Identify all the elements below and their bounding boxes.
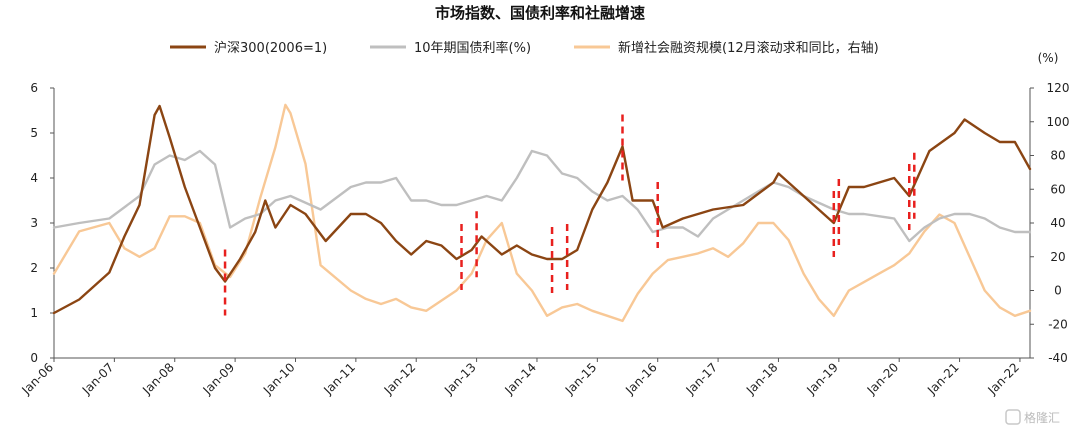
- legend-item-tsf: 新增社会融资规模(12月滚动求和同比，右轴): [574, 40, 879, 56]
- legend-item-hs300: 沪深300(2006=1): [170, 40, 327, 56]
- legend-label-tsf: 新增社会融资规模(12月滚动求和同比，右轴): [618, 40, 879, 56]
- watermark: 格隆汇: [1005, 409, 1060, 425]
- series-line-1: [52, 149, 1032, 243]
- chart-title: 市场指数、国债利率和社融增速: [435, 4, 645, 22]
- x-tick-label: Jan-10: [260, 360, 298, 398]
- legend: 沪深300(2006=1) 10年期国债利率(%) 新增社会融资规模(12月滚动…: [170, 40, 879, 56]
- left-axis: 0 1 2 3 4 5 6: [30, 81, 55, 365]
- right-axis-unit: (%): [1038, 51, 1059, 65]
- legend-label-hs300: 沪深300(2006=1): [214, 40, 327, 56]
- x-tick-label: Jan-06: [19, 360, 57, 398]
- series-line-0: [52, 104, 1032, 315]
- watermark-logo-icon: [1005, 409, 1021, 425]
- right-tick-label: 0: [1054, 284, 1062, 298]
- right-tick-label: 20: [1050, 250, 1065, 264]
- x-tick-label: Jan-08: [139, 360, 177, 398]
- right-tick-label: 80: [1050, 149, 1065, 163]
- left-tick-label: 3: [30, 216, 38, 230]
- left-tick-label: 4: [30, 171, 38, 185]
- x-axis: Jan-06 Jan-07 Jan-08 Jan-09 Jan-10 Jan-11 Jan-…: [19, 357, 1030, 398]
- right-tick-label: 60: [1050, 182, 1065, 196]
- x-tick-label: Jan-20: [864, 360, 902, 398]
- x-tick-label: Jan-16: [622, 360, 660, 398]
- legend-label-bond: 10年期国债利率(%): [414, 40, 531, 56]
- x-tick-label: Jan-12: [381, 360, 419, 398]
- left-tick-label: 0: [30, 351, 38, 365]
- left-tick-label: 1: [30, 306, 38, 320]
- left-tick-label: 5: [30, 126, 38, 140]
- legend-item-bond: 10年期国债利率(%): [370, 40, 531, 56]
- x-tick-label: Jan-13: [441, 360, 479, 398]
- x-tick-label: Jan-21: [924, 360, 962, 398]
- event-markers: [223, 114, 916, 316]
- x-tick-label: Jan-14: [502, 360, 540, 398]
- left-tick-label: 2: [30, 261, 38, 275]
- x-tick-label: Jan-07: [79, 360, 117, 398]
- right-tick-label: 100: [1047, 115, 1070, 129]
- x-tick-label: Jan-22: [985, 360, 1023, 398]
- watermark-text: 格隆汇: [1024, 410, 1060, 425]
- x-tick-label: Jan-18: [743, 360, 781, 398]
- x-tick-label: Jan-11: [320, 360, 358, 398]
- x-tick-label: Jan-17: [683, 360, 721, 398]
- right-axis: -40 -20 0 20 40 60 80 100 120: [1029, 81, 1070, 365]
- x-tick-label: Jan-09: [200, 360, 238, 398]
- left-tick-label: 6: [30, 81, 38, 95]
- right-tick-label: 40: [1050, 216, 1065, 230]
- right-tick-label: -20: [1048, 317, 1068, 331]
- x-tick-label: Jan-15: [562, 360, 600, 398]
- x-tick-label: Jan-19: [803, 360, 841, 398]
- right-tick-label: 120: [1047, 81, 1070, 95]
- series-line-2: [52, 103, 1032, 323]
- series-layer: [52, 103, 1032, 323]
- right-tick-label: -40: [1048, 351, 1068, 365]
